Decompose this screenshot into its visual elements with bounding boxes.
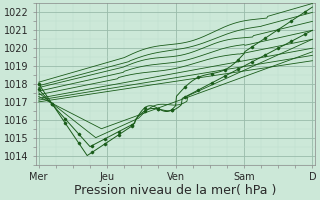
X-axis label: Pression niveau de la mer( hPa ): Pression niveau de la mer( hPa ) [74, 184, 277, 197]
